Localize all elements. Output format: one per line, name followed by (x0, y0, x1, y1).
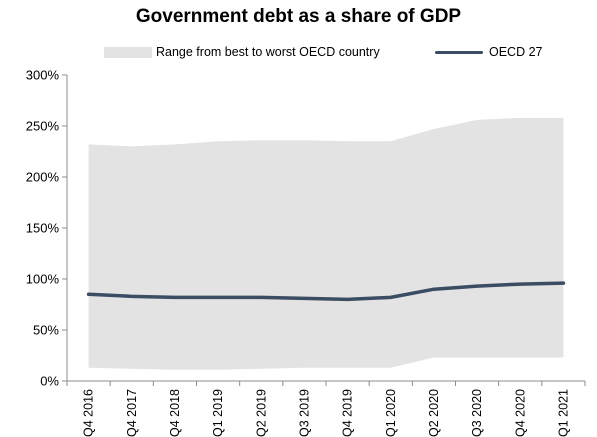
y-tick-label: 250% (26, 119, 60, 134)
x-tick-label: Q3 2019 (297, 389, 311, 437)
chart-title: Government debt as a share of GDP (135, 6, 462, 27)
y-tick-label: 100% (26, 272, 60, 287)
legend-label-oecd27: OECD 27 (489, 45, 543, 59)
range-band-layer (88, 117, 564, 370)
y-tick-label: 200% (26, 170, 60, 185)
y-tick-label: 300% (26, 68, 60, 83)
x-tick-label: Q4 2016 (82, 389, 96, 437)
y-tick-label: 50% (33, 323, 59, 338)
x-tick-label: Q2 2019 (254, 389, 268, 437)
x-tick-labels: Q4 2016 Q4 2017 Q4 2018 Q1 2019 Q2 2019 Q3 20… (82, 389, 571, 437)
y-tick-label: 150% (26, 221, 60, 236)
x-tick-label: Q3 2020 (470, 389, 484, 437)
legend-swatch-range (104, 46, 152, 58)
oecd27-line-layer (86, 281, 566, 302)
y-tick-labels: 0% 50% 100% 150% 200% 250% 300% (26, 68, 60, 389)
legend-swatch-oecd27 (435, 50, 483, 54)
legend-item-range: Range from best to worst OECD country (104, 45, 380, 59)
x-tick-label: Q4 2018 (168, 389, 182, 437)
x-tick-label: Q4 2020 (513, 389, 527, 437)
x-tick-label: Q4 2017 (125, 389, 139, 437)
y-tick-label: 0% (40, 374, 59, 389)
x-tick-label: Q1 2021 (556, 389, 570, 437)
legend-label-range: Range from best to worst OECD country (156, 45, 380, 59)
x-tick-label: Q2 2020 (427, 389, 441, 437)
axes-layer (62, 74, 586, 386)
chart-legend: Range from best to worst OECD country OE… (0, 45, 597, 63)
x-tick-label: Q4 2019 (341, 389, 355, 437)
x-tick-label: Q1 2019 (211, 389, 225, 437)
oecd27-line (86, 281, 566, 302)
x-tick-label: Q1 2020 (384, 389, 398, 437)
range-band (88, 117, 564, 370)
legend-item-oecd27: OECD 27 (435, 45, 543, 59)
